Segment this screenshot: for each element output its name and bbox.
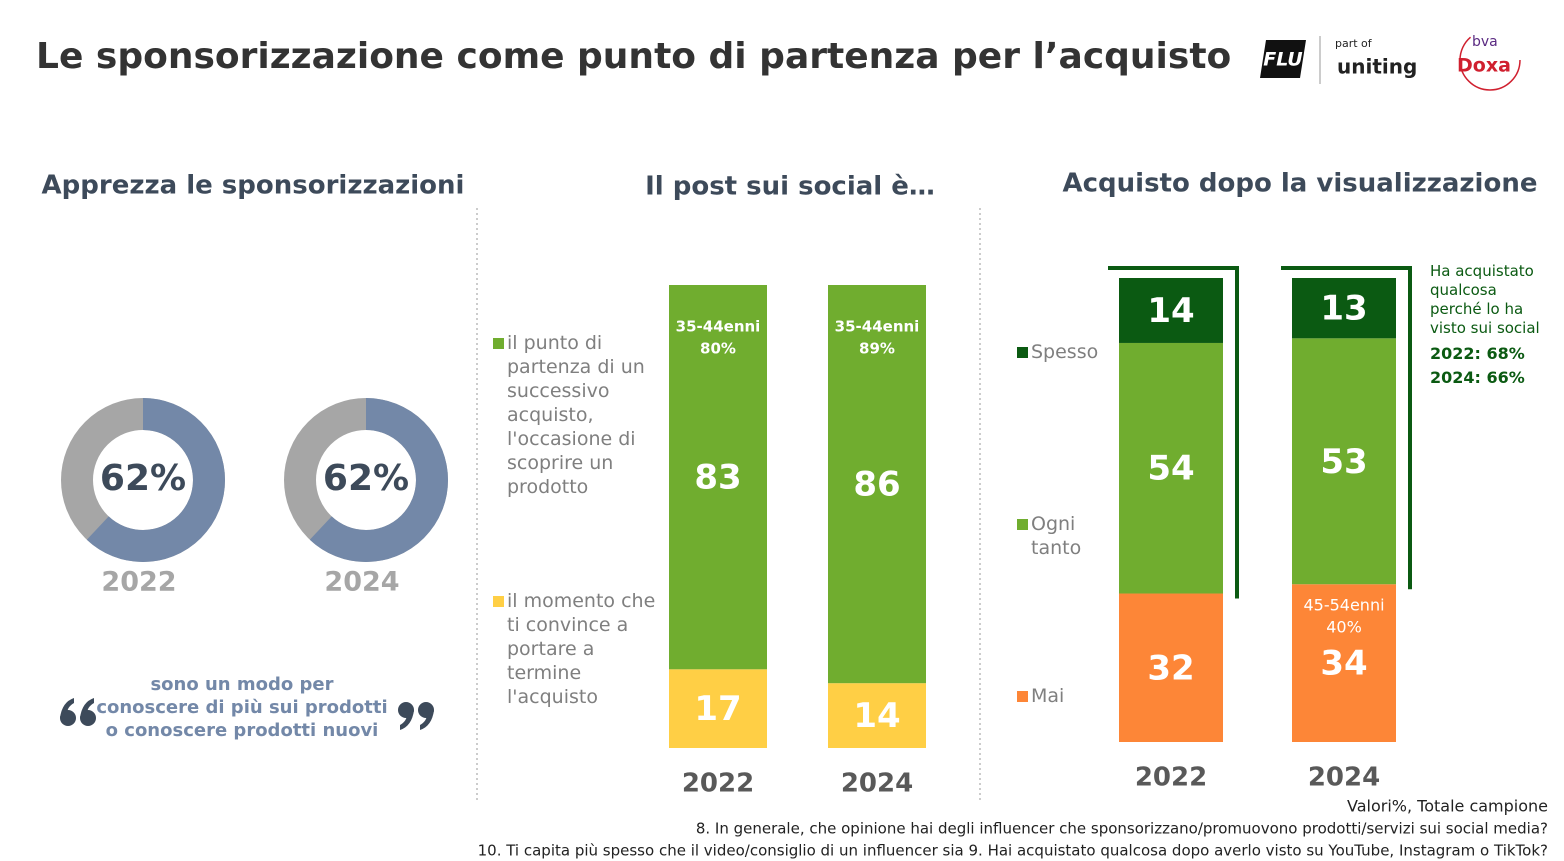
donut-value: 62% [323, 458, 409, 499]
donut-arc [284, 398, 448, 562]
bar-value: 32 [1147, 648, 1194, 688]
bar-value: 13 [1320, 289, 1367, 329]
bar-segment [1292, 278, 1396, 339]
annotation: 45-54enni [1303, 596, 1384, 615]
legend-swatch [493, 338, 504, 349]
legend-swatch [493, 596, 504, 607]
x-tick-label: 2024 [1308, 763, 1380, 793]
annotation: 40% [1326, 618, 1362, 637]
bar-value: 83 [694, 458, 741, 498]
bracket [1108, 266, 1239, 599]
annotation: 89% [859, 340, 895, 358]
bar-segment [1119, 342, 1223, 594]
caption-line: o conoscere prodotti nuovi [106, 720, 379, 741]
legend-label: Spesso [1031, 341, 1099, 363]
bar-value: 14 [853, 696, 900, 736]
chart-title: Apprezza le sponsorizzazioni [42, 171, 465, 201]
year-label: 2022 [101, 567, 176, 598]
flu-logo: FLU [1263, 49, 1303, 71]
bar-value: 54 [1147, 449, 1194, 489]
bar-segment [1119, 593, 1223, 742]
donut-arc [61, 398, 225, 562]
legend-label: il momento che ti convince a portare a t… [507, 590, 656, 708]
bar-segment [828, 285, 926, 684]
bar-segment [1292, 338, 1396, 585]
legend-swatch [1017, 691, 1028, 702]
bar-value: 34 [1320, 644, 1367, 684]
bar-segment [1292, 584, 1396, 742]
x-tick-label: 2022 [1135, 763, 1207, 793]
bar-value: 14 [1147, 291, 1194, 331]
bar-segment [669, 285, 767, 670]
uniting-logo: uniting [1337, 55, 1417, 79]
chart-title: Acquisto dopo la visualizzazione [1063, 169, 1538, 199]
note-text: Ha acquistato qualcosa perché lo ha vist… [1430, 262, 1540, 337]
footnote: 10. Ti capita più spesso che il video/co… [478, 842, 1548, 860]
part-of: part of [1335, 37, 1373, 50]
legend-label: Mai [1031, 685, 1065, 707]
x-tick-label: 2022 [682, 769, 754, 799]
legend-swatch [1017, 519, 1028, 530]
note-item: 2024: 66% [1430, 368, 1525, 387]
note-item: 2022: 68% [1430, 344, 1525, 363]
legend-label: il punto di partenza di un successivo ac… [507, 332, 645, 498]
caption-line: sono un modo per [150, 674, 333, 695]
year-label: 2024 [324, 567, 399, 598]
slide-title: Le sponsorizzazione come punto di parten… [36, 36, 1231, 77]
doxa-ring [1459, 29, 1521, 91]
bracket [1281, 266, 1412, 590]
flu-logo-bg [1260, 40, 1306, 78]
annotation: 80% [700, 340, 736, 358]
annotation: 35-44enni [676, 318, 761, 336]
chart-title: Il post sui social è… [645, 172, 935, 202]
bar-value: 17 [694, 689, 741, 729]
doxa-logo: Doxa [1457, 55, 1511, 77]
caption-line: conoscere di più sui prodotti [96, 697, 387, 718]
bar-segment [828, 683, 926, 748]
footnote: 8. In generale, che opinione hai degli i… [696, 820, 1548, 838]
legend-label: Ogni tanto [1031, 513, 1082, 559]
quote-close [398, 702, 434, 730]
x-tick-label: 2024 [841, 769, 913, 799]
bar-segment [1119, 278, 1223, 343]
footnote: Valori%, Totale campione [1347, 797, 1548, 816]
bva-logo: bva [1472, 34, 1498, 50]
annotation: 35-44enni [835, 318, 920, 336]
donut-value: 62% [100, 458, 186, 499]
legend-swatch [1017, 347, 1028, 358]
bar-value: 53 [1320, 442, 1367, 482]
bar-value: 86 [853, 465, 900, 505]
quote-open [60, 698, 96, 726]
bar-segment [669, 669, 767, 748]
